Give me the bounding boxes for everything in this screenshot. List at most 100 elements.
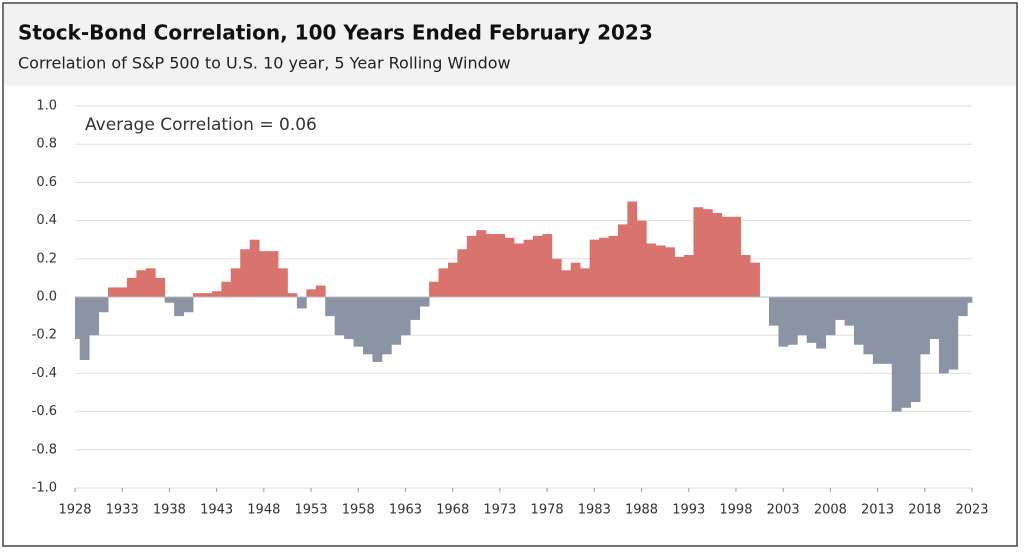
area-segment [806, 297, 817, 343]
annotation: Average Correlation = 0.06 [85, 115, 317, 135]
x-tick-label: 1983 [578, 503, 611, 518]
y-tick-label: -0.4 [32, 366, 57, 381]
marks [75, 201, 973, 412]
area-segment [193, 293, 203, 297]
x-tick-label: 1998 [719, 503, 752, 518]
area-segment [155, 277, 166, 297]
area-segment [580, 268, 590, 297]
area-segment [296, 297, 307, 309]
area-segment [240, 249, 251, 297]
area-segment [891, 297, 902, 412]
area-segment [79, 297, 90, 361]
area-segment [872, 297, 883, 364]
area-segment [334, 297, 345, 336]
area-segment [674, 256, 685, 297]
y-tick-label: -0.2 [32, 328, 57, 343]
area-segment [797, 297, 808, 336]
area-segment [901, 297, 912, 408]
area-segment [967, 297, 973, 303]
y-tick-label: 0.0 [36, 290, 57, 305]
area-segment [882, 297, 893, 364]
area-segment [542, 233, 553, 297]
area-segment [787, 297, 798, 345]
area-segment [325, 297, 336, 317]
area-segment [287, 293, 298, 297]
area-segment [712, 212, 723, 297]
area-segment [778, 297, 789, 347]
x-tick-label: 1988 [625, 503, 658, 518]
y-tick-label: -1.0 [32, 481, 57, 496]
x-tick-label: 1948 [247, 503, 280, 518]
area-segment [438, 268, 449, 297]
area-segment [98, 297, 109, 313]
area-segment [429, 281, 439, 297]
area-segment [504, 237, 515, 297]
area-segment [514, 243, 524, 297]
area-segment [589, 239, 600, 297]
area-segment [561, 270, 572, 297]
x-tick-label: 1978 [531, 503, 564, 518]
area-segment [636, 220, 647, 297]
area-segment [344, 297, 354, 340]
y-tick-label: -0.6 [32, 404, 57, 419]
chart-title: Stock-Bond Correlation, 100 Years Ended … [18, 21, 653, 45]
area-segment [863, 297, 874, 355]
x-tick-label: 1963 [389, 503, 422, 518]
area-segment [466, 235, 477, 297]
area-segment [816, 297, 827, 349]
area-segment [627, 201, 638, 297]
area-segment [844, 297, 855, 326]
x-tick-label: 1943 [200, 503, 233, 518]
x-tick-label: 1968 [436, 503, 469, 518]
x-tick-label: 1973 [483, 503, 516, 518]
y-tick-label: 1.0 [36, 99, 57, 114]
header-band [4, 4, 1016, 86]
y-tick-label: -0.8 [32, 442, 57, 457]
area-segment [599, 237, 609, 297]
area-segment [75, 297, 81, 340]
area-segment [929, 297, 940, 340]
y-tick-label: 0.4 [36, 213, 57, 228]
y-tick-label: 0.2 [36, 251, 57, 266]
x-tick-label: 1933 [106, 503, 139, 518]
area-segment [315, 285, 326, 297]
area-segment [523, 239, 534, 297]
area-segment [750, 262, 760, 297]
area-segment [476, 230, 487, 297]
area-segment [825, 297, 836, 336]
x-tick-label: 1928 [58, 503, 91, 518]
area-segment [221, 281, 232, 297]
area-segment [731, 216, 742, 297]
area-segment [202, 293, 213, 297]
area-segment [230, 268, 241, 297]
area-segment [532, 235, 543, 297]
x-tick-label: 1958 [342, 503, 375, 518]
area-segment [617, 224, 628, 297]
chart-subtitle: Correlation of S&P 500 to U.S. 10 year, … [18, 54, 511, 73]
area-segment [259, 251, 269, 297]
y-tick-label: 0.8 [36, 137, 57, 152]
plot-area: 1.00.80.60.40.20.0-0.2-0.4-0.6-0.8-1.019… [32, 99, 989, 518]
area-segment [249, 239, 260, 297]
area-segment [89, 297, 100, 336]
area-segment [768, 297, 779, 326]
area-segment [957, 297, 968, 317]
area-segment [693, 207, 704, 297]
area-segment [665, 247, 675, 297]
area-segment [948, 297, 959, 370]
area-segment [920, 297, 930, 355]
area-segment [655, 245, 666, 297]
area-segment [551, 258, 562, 297]
area-segment [495, 233, 506, 297]
area-segment [570, 262, 581, 297]
area-segment [183, 297, 194, 313]
x-tick-label: 2003 [767, 503, 800, 518]
area-segment [485, 233, 496, 297]
area-segment [164, 297, 175, 303]
area-segment [684, 254, 694, 297]
area-segment [108, 287, 118, 297]
x-tick-label: 2023 [955, 503, 988, 518]
area-segment [740, 254, 751, 297]
